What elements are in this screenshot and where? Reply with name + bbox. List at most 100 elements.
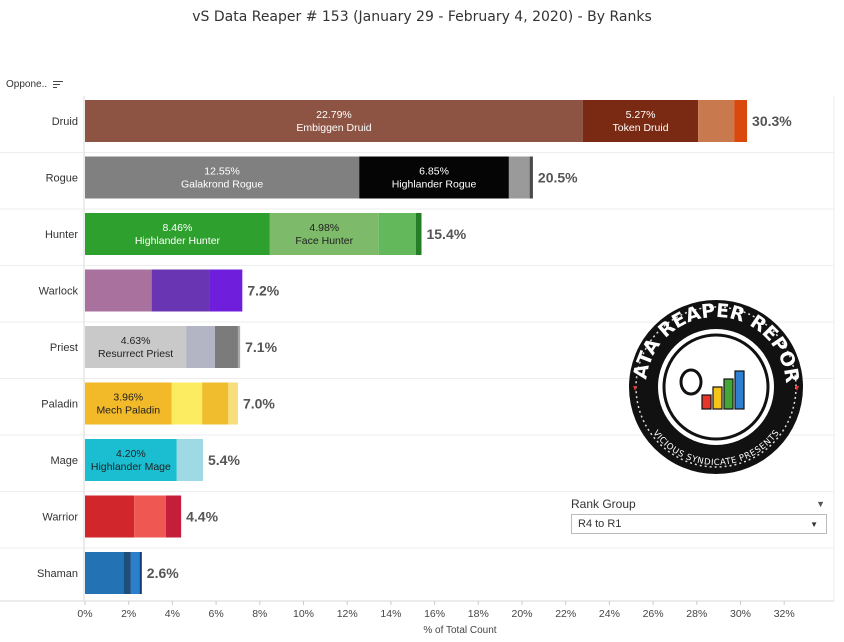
x-tick-label: 4% [165,608,180,620]
logo-bar [734,370,745,410]
x-tick-label: 30% [730,608,751,620]
segment-value-label: 5.27% [626,109,656,121]
x-tick-label: 8% [252,608,267,620]
x-tick-label: 26% [643,608,664,620]
bar-segment [734,100,748,142]
x-tick-label: 2% [121,608,136,620]
class-label: Mage [50,455,78,467]
x-tick-label: 12% [337,608,358,620]
bar-segment [698,100,735,142]
x-tick-label: 28% [686,608,707,620]
bar-segment [529,156,533,199]
segment-name-label: Highlander Hunter [135,235,221,247]
segment-name-label: Token Druid [613,122,669,134]
total-label: 4.4% [186,509,218,525]
logo-star-right [795,386,799,391]
bar-segment [85,326,187,368]
segment-value-label: 4.20% [116,448,146,460]
bar-segment [85,439,177,481]
x-tick-label: 16% [424,608,445,620]
bar-segment [139,552,142,594]
total-label: 7.2% [247,283,279,299]
x-tick-label: 20% [511,608,532,620]
rank-group-dropdown[interactable]: R4 to R1 ▼ [571,514,827,534]
class-label: Rogue [46,173,78,185]
bar-segment [85,100,583,142]
segment-name-label: Resurrect Priest [98,348,173,360]
bar-segment [228,382,238,425]
bar-segment [215,326,238,368]
segment-value-label: 4.98% [309,222,339,234]
logo-bar [701,394,712,410]
rank-group-label: Rank Group [571,497,636,511]
bar-segment [415,213,422,255]
class-label: Shaman [37,568,78,580]
chevron-down-icon: ▼ [810,519,818,529]
total-label: 20.5% [538,170,578,186]
class-label: Warlock [39,286,79,298]
class-label: Priest [50,342,78,354]
bar-segment [130,552,140,594]
logo-bar [723,378,734,410]
segment-value-label: 4.63% [121,335,151,347]
x-tick-label: 14% [380,608,401,620]
total-label: 5.4% [208,452,240,468]
x-tick-label: 22% [555,608,576,620]
total-label: 30.3% [752,113,792,129]
bar-segment [186,326,216,368]
total-label: 15.4% [426,226,466,242]
bar-segment [165,495,182,538]
x-tick-label: 32% [774,608,795,620]
total-label: 7.0% [243,396,275,412]
bar-segment [85,156,360,199]
total-label: 7.1% [245,339,277,355]
filter-menu-icon[interactable]: ▼ [816,499,825,509]
logo-reaper-mark [679,368,703,396]
rank-group-filter: Rank Group ▼ R4 to R1 ▼ [565,497,827,534]
total-label: 2.6% [147,565,179,581]
chart-title: vS Data Reaper # 153 (January 29 - Febru… [192,9,652,25]
bar-segment [508,156,530,199]
bar-segment [85,213,270,255]
bar-segment [134,495,166,538]
segment-value-label: 6.85% [419,166,449,178]
class-label: Hunter [45,229,78,241]
segment-value-label: 12.55% [204,166,240,178]
bar-segment [151,269,210,312]
class-label: Warrior [42,512,78,524]
class-label: Druid [52,116,78,128]
x-tick-label: 10% [293,608,314,620]
logo-star-left [633,386,637,391]
bar-segment [171,382,203,425]
bar-segment [85,269,152,312]
segment-name-label: Embiggen Druid [296,122,371,134]
segment-value-label: 3.96% [113,392,143,404]
class-label: Paladin [41,399,78,411]
bar-segment [85,495,135,538]
bar-segment [582,100,699,142]
logo-bar [712,386,723,410]
bar-segment [123,552,131,594]
bar-segment [378,213,416,255]
bar-segment [359,156,509,199]
segment-name-label: Galakrond Rogue [181,179,263,191]
opponent-filter-header[interactable]: Oppone.. [6,79,64,90]
bar-segment [176,439,203,481]
segment-name-label: Mech Paladin [96,405,160,417]
bar-segment [237,326,241,368]
bar-segment [269,213,379,255]
x-tick-label: 24% [599,608,620,620]
x-axis-title: % of Total Count [423,625,496,636]
segment-name-label: Highlander Rogue [392,179,477,191]
sort-icon[interactable] [53,80,64,90]
segment-value-label: 22.79% [316,109,352,121]
x-tick-label: 6% [209,608,224,620]
segment-name-label: Face Hunter [295,235,353,247]
opponent-filter-label: Oppone.. [6,79,48,90]
bar-segment [202,382,229,425]
segment-name-label: Highlander Mage [91,461,171,473]
segment-value-label: 8.46% [163,222,193,234]
bar-segment [209,269,243,312]
rank-group-value: R4 to R1 [578,518,622,530]
